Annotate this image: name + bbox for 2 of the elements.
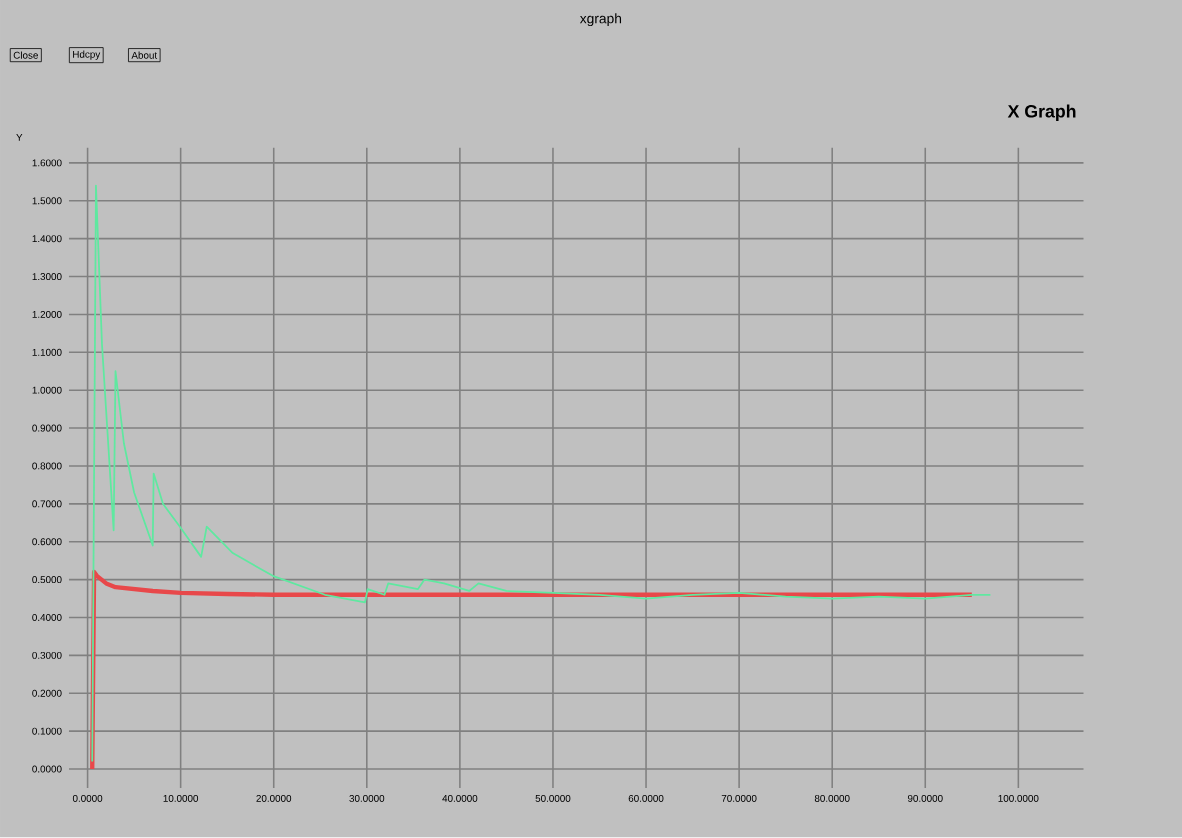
line-series [91, 185, 992, 763]
chart-title: X Graph [1007, 104, 1076, 122]
